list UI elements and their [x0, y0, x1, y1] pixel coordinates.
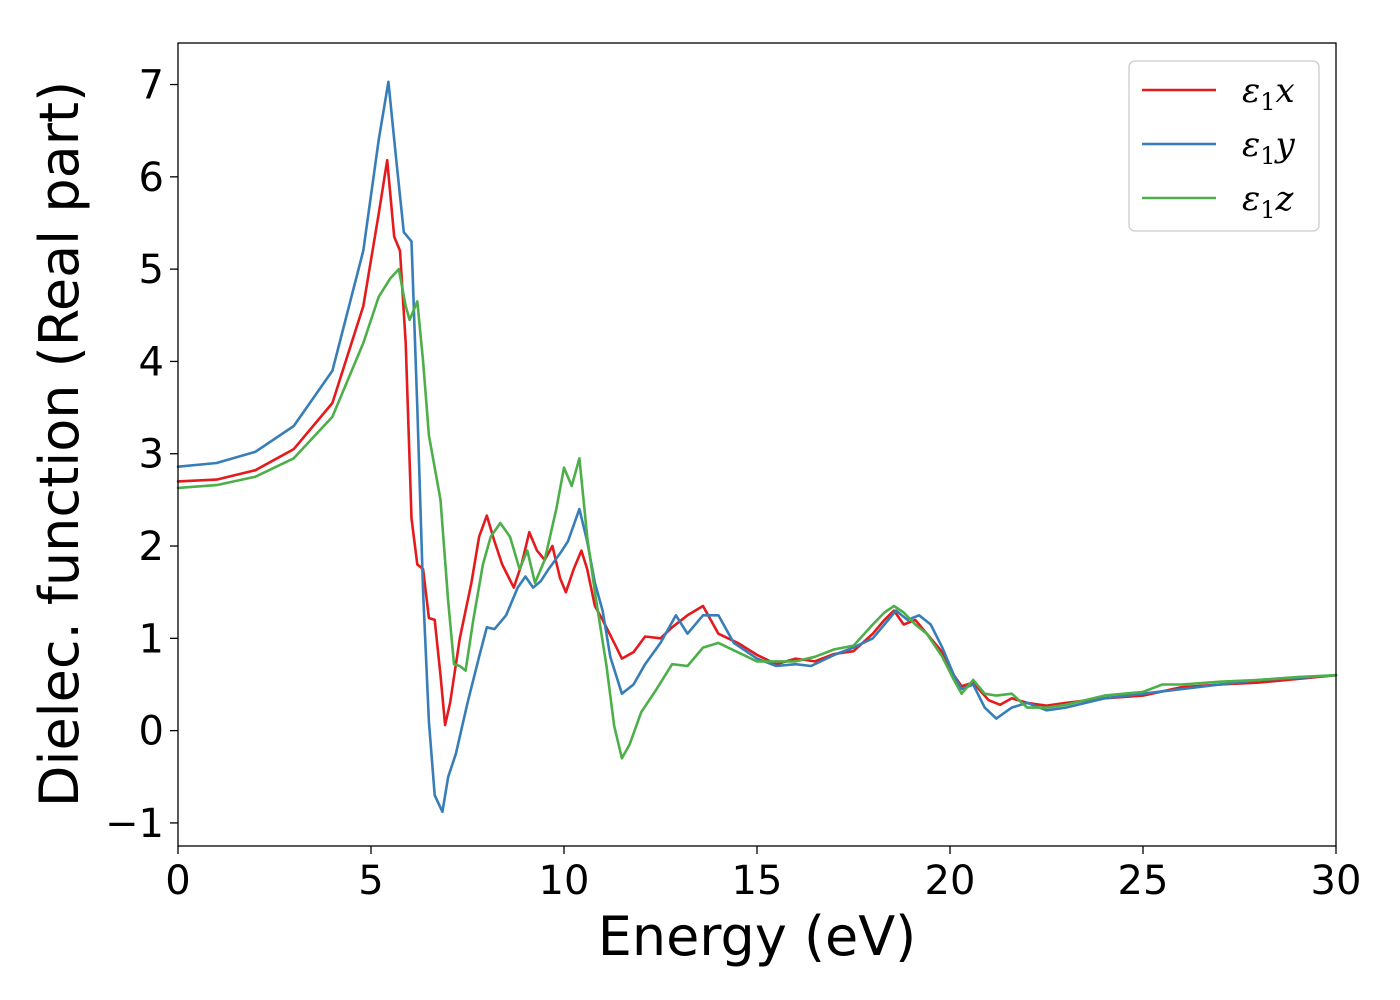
y-tick-label: 5 — [139, 247, 164, 293]
legend-box — [1128, 60, 1320, 232]
legend-label-y: ε1y — [1242, 125, 1296, 170]
x-tick-label: 15 — [732, 858, 783, 904]
series-line-y — [176, 80, 1338, 814]
y-tick-label: −1 — [105, 801, 164, 847]
legend-subscript: 1 — [1260, 196, 1275, 224]
x-tick-label: 0 — [165, 858, 190, 904]
y-tick-label: 1 — [139, 616, 164, 662]
legend-label-x: ε1x — [1242, 71, 1295, 116]
legend-variable: x — [1276, 71, 1295, 111]
y-axis-ticks: −1 0 1 2 3 4 5 6 7 — [105, 63, 178, 847]
legend-subscript: 1 — [1260, 88, 1275, 116]
x-tick-label: 20 — [925, 858, 976, 904]
legend-variable: z — [1275, 179, 1295, 219]
series-layer — [176, 80, 1338, 814]
x-tick-label: 10 — [539, 858, 590, 904]
x-axis-label: Energy (eV) — [598, 905, 917, 968]
legend-symbol: ε — [1242, 71, 1260, 111]
legend-symbol: ε — [1242, 179, 1260, 219]
y-tick-label: 0 — [139, 709, 164, 755]
plot-frame — [177, 42, 1337, 847]
x-tick-label: 25 — [1118, 858, 1169, 904]
y-tick-label: 7 — [139, 63, 164, 109]
x-tick-label: 30 — [1311, 858, 1362, 904]
legend-symbol: ε — [1242, 125, 1260, 165]
series-line-z — [176, 267, 1338, 760]
legend-variable: y — [1274, 125, 1296, 165]
y-tick-label: 6 — [139, 155, 164, 201]
legend-label-z: ε1z — [1242, 179, 1295, 224]
x-axis-ticks: 0 5 10 15 20 25 30 — [165, 846, 1361, 904]
y-tick-label: 3 — [139, 432, 164, 478]
y-axis-label: Dielec. function (Real part) — [28, 81, 91, 807]
x-tick-label: 5 — [358, 858, 383, 904]
legend-subscript: 1 — [1260, 142, 1275, 170]
y-tick-label: 2 — [139, 524, 164, 570]
y-tick-label: 4 — [139, 339, 164, 385]
